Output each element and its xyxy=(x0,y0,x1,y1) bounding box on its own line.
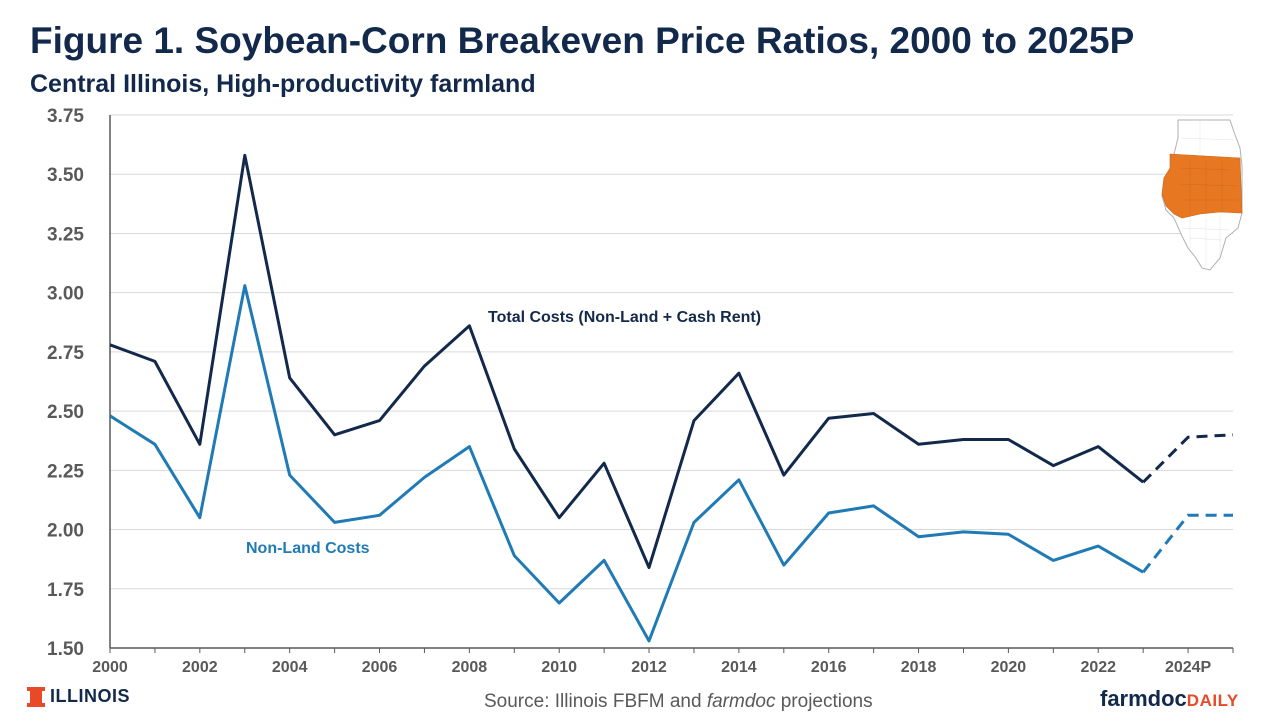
x-tick-label: 2004 xyxy=(272,659,308,676)
x-tick-label: 2014 xyxy=(721,659,757,676)
series-line-total-costs xyxy=(109,153,1145,569)
chart-title: Figure 1. Soybean-Corn Breakeven Price R… xyxy=(30,20,1135,61)
y-tick-label: 3.25 xyxy=(47,224,84,245)
series-lines xyxy=(109,153,1234,643)
x-tick-label: 2020 xyxy=(991,659,1027,676)
gridlines xyxy=(110,114,1233,590)
source-suffix: projections xyxy=(775,691,873,712)
y-tick-label: 2.75 xyxy=(47,343,84,364)
illinois-map-icon xyxy=(1161,119,1243,271)
source-italic: farmdoc xyxy=(706,691,776,712)
x-tick-label: 2008 xyxy=(452,659,488,676)
y-tick-label: 2.00 xyxy=(47,521,84,542)
x-tick-label: 2018 xyxy=(901,659,937,676)
y-tick-label: 3.50 xyxy=(47,165,84,186)
series-labels: Total Costs (Non-Land + Cash Rent) Non-La… xyxy=(246,309,761,557)
x-tick-label: 2006 xyxy=(362,659,398,676)
brand-accent: DAILY xyxy=(1186,691,1239,710)
x-tick-label: 2024P xyxy=(1165,659,1212,676)
y-tick-label: 1.50 xyxy=(47,639,84,660)
x-tick-label: 2010 xyxy=(541,659,577,676)
x-tick-label: 2022 xyxy=(1080,659,1116,676)
y-tick-label: 1.75 xyxy=(47,580,84,601)
y-tick-label: 2.25 xyxy=(47,461,84,482)
brand-main: farmdoc xyxy=(1100,686,1187,711)
y-tick-label: 3.00 xyxy=(47,284,84,305)
x-tick-label: 2000 xyxy=(92,659,128,676)
x-tick-label: 2002 xyxy=(182,659,218,676)
source-prefix: Source: Illinois FBFM and xyxy=(484,691,707,712)
block-i-icon xyxy=(27,686,45,707)
source-note: Source: Illinois FBFM and farmdoc projec… xyxy=(484,691,873,713)
series-projection-non-land-costs xyxy=(1142,513,1233,574)
illinois-logo-text: ILLINOIS xyxy=(50,686,130,706)
farmdoc-daily-logo: farmdocDAILY xyxy=(1100,686,1239,712)
x-tick-label: 2012 xyxy=(631,659,667,676)
chart-subtitle: Central Illinois, High-productivity farm… xyxy=(30,70,536,98)
y-tick-label: 3.75 xyxy=(47,106,84,127)
series-label-total-costs: Total Costs (Non-Land + Cash Rent) xyxy=(488,309,761,326)
series-projection-total-costs xyxy=(1142,433,1234,484)
y-axis-ticks: 1.50 1.75 2.00 2.25 2.50 2.75 3.00 3.25 3.50 3.75 xyxy=(47,106,84,660)
x-tick-label: 2016 xyxy=(811,659,847,676)
x-axis: 2000 2002 2004 2006 2008 2010 2012 2014 2016 2018… xyxy=(92,115,1234,676)
y-tick-label: 2.50 xyxy=(47,402,84,423)
illinois-logo: ILLINOIS xyxy=(27,686,130,707)
series-line-non-land-costs xyxy=(109,284,1144,643)
series-label-non-land-costs: Non-Land Costs xyxy=(246,540,370,557)
